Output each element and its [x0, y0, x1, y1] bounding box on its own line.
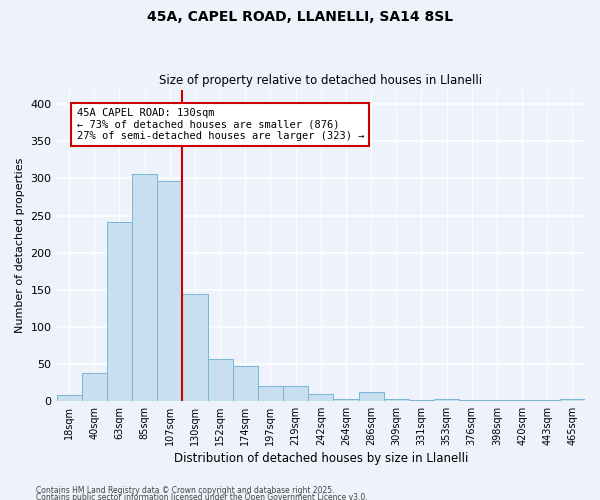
Bar [208, 360, 233, 401]
Bar [409, 400, 434, 401]
Bar [383, 400, 409, 401]
Bar [157, 182, 182, 401]
Bar [308, 394, 334, 401]
Bar [560, 398, 585, 401]
Bar [484, 400, 509, 401]
Bar [509, 400, 535, 401]
Bar [132, 174, 157, 401]
Bar [334, 400, 359, 401]
Bar [258, 386, 283, 401]
Bar [233, 366, 258, 401]
Text: 45A CAPEL ROAD: 130sqm
← 73% of detached houses are smaller (876)
27% of semi-de: 45A CAPEL ROAD: 130sqm ← 73% of detached… [77, 108, 364, 142]
Text: 45A, CAPEL ROAD, LLANELLI, SA14 8SL: 45A, CAPEL ROAD, LLANELLI, SA14 8SL [147, 10, 453, 24]
Bar [182, 294, 208, 401]
Bar [107, 222, 132, 401]
Title: Size of property relative to detached houses in Llanelli: Size of property relative to detached ho… [159, 74, 482, 87]
Bar [359, 392, 383, 401]
Bar [283, 386, 308, 401]
Bar [459, 400, 484, 401]
Bar [535, 400, 560, 401]
Bar [56, 395, 82, 401]
Y-axis label: Number of detached properties: Number of detached properties [15, 158, 25, 333]
Text: Contains HM Land Registry data © Crown copyright and database right 2025.: Contains HM Land Registry data © Crown c… [36, 486, 335, 495]
Text: Contains public sector information licensed under the Open Government Licence v3: Contains public sector information licen… [36, 494, 368, 500]
X-axis label: Distribution of detached houses by size in Llanelli: Distribution of detached houses by size … [173, 452, 468, 465]
Bar [82, 374, 107, 401]
Bar [434, 398, 459, 401]
